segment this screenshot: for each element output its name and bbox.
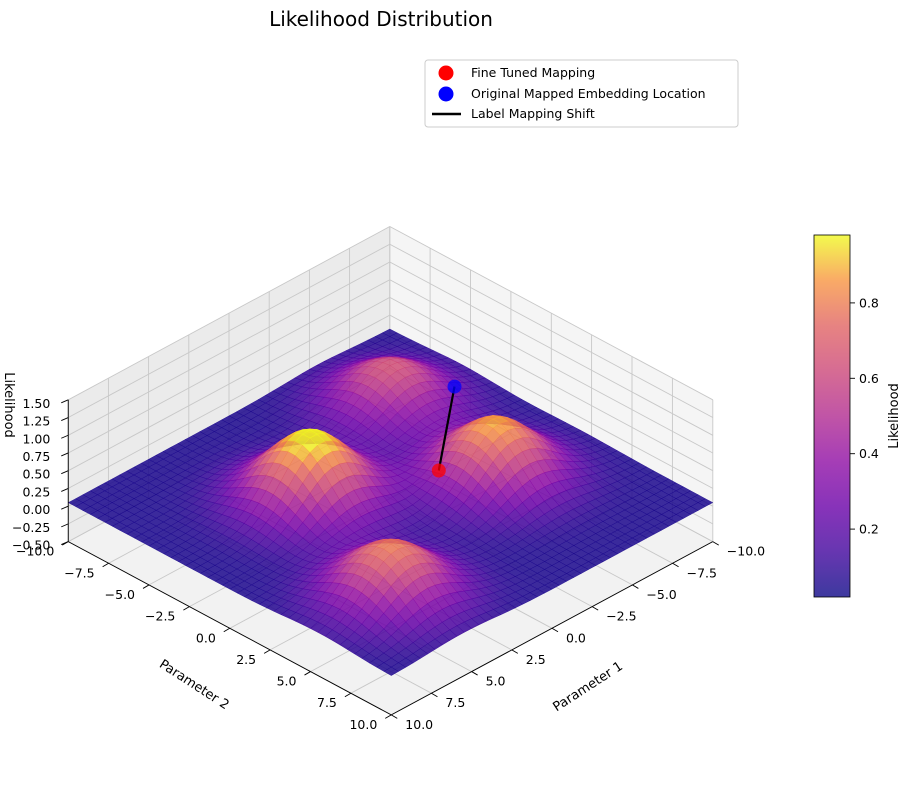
x-tick-mark: [672, 562, 679, 568]
x-tick-label: −2.5: [606, 609, 636, 624]
label-mapping-shift-line: [437, 386, 456, 471]
z-tick-label: 1.50: [22, 396, 50, 411]
x-tick-label: 0.0: [566, 630, 586, 645]
legend-frame: [424, 59, 739, 128]
z-tick-label: −0.25: [12, 520, 50, 535]
z-tick-mark: [61, 434, 69, 439]
z-tick-label: 1.00: [22, 431, 50, 446]
y-tick-label: −2.5: [145, 609, 175, 624]
y-tick-mark: [263, 649, 271, 654]
z-tick-mark: [61, 417, 69, 421]
z-tick-mark: [61, 505, 69, 510]
surface-patch: [383, 666, 399, 676]
z-tick-mark: [61, 523, 69, 528]
x-tick-label: 2.5: [526, 652, 546, 667]
legend-entry-fine-tuned: Fine Tuned Mapping: [471, 65, 595, 80]
z-tick-label: −0.50: [12, 538, 50, 553]
y-tick-label: 2.5: [236, 652, 256, 667]
legend-red-marker: [438, 65, 454, 81]
x-tick-label: 5.0: [486, 674, 506, 689]
legend-blue-marker: [438, 86, 454, 102]
legend-entry-original: Original Mapped Embedding Location: [471, 86, 706, 101]
x-tick-mark: [632, 584, 639, 589]
y-tick-label: 5.0: [277, 674, 297, 689]
original-point: [447, 379, 462, 394]
z-axis-label: Likelihood: [1, 372, 16, 438]
y-tick-mark: [344, 692, 352, 698]
x-tick-mark: [591, 606, 599, 611]
x-tick-label: −7.5: [687, 565, 717, 580]
y-tick-label: −5.0: [105, 587, 135, 602]
likelihood-surface: [67, 328, 714, 676]
z-grid-line: [68, 296, 714, 472]
z-tick-label: 0.75: [22, 449, 50, 464]
y-tick-label: 0.0: [196, 630, 216, 645]
colorbar-tick-label: 0.6: [859, 371, 879, 386]
colorbar-tick-label: 0.2: [859, 522, 879, 537]
z-grid-line: [68, 261, 714, 436]
y-tick-label: −10.0: [16, 544, 54, 559]
z-tick-label: 0.00: [22, 502, 50, 517]
z-tick-mark: [61, 470, 69, 475]
fine-tuned-point: [431, 463, 446, 478]
y-tick-label: 10.0: [349, 717, 377, 732]
legend: Fine Tuned Mapping Original Mapped Embed…: [424, 59, 739, 128]
z-tick-label: 1.25: [22, 414, 50, 429]
x-tick-mark: [712, 541, 719, 546]
z-tick-mark: [61, 541, 69, 546]
x-tick-label: −5.0: [646, 587, 676, 602]
markers: [431, 379, 462, 478]
z-tick-label: 0.50: [22, 467, 50, 482]
y-tick-label: −7.5: [64, 565, 94, 580]
z-grid-line: [68, 243, 714, 418]
x-tick-label: 10.0: [405, 717, 433, 732]
x-tick-mark: [551, 627, 559, 633]
legend-entry-shift: Label Mapping Shift: [471, 106, 595, 121]
y-tick-label: 7.5: [317, 695, 337, 710]
chart-title: Likelihood Distribution: [269, 7, 493, 31]
colorbar-frame: [813, 234, 851, 598]
y-tick-mark: [142, 584, 150, 589]
z-tick-mark: [61, 452, 69, 457]
z-tick-mark: [61, 399, 69, 404]
y-tick-mark: [385, 714, 392, 719]
x-tick-label: 7.5: [445, 695, 465, 710]
x-tick-mark: [471, 671, 478, 676]
y-tick-mark: [183, 606, 190, 611]
colorbar-gradient: [814, 235, 850, 597]
z-grid-line: [68, 279, 714, 454]
x-tick-label: −10.0: [727, 544, 765, 559]
colorbar-ticks: 0.2 0.4 0.6 0.8: [850, 295, 879, 537]
x-tick-mark: [391, 714, 398, 719]
x-tick-mark: [511, 649, 519, 654]
colorbar-label: Likelihood: [887, 383, 902, 449]
colorbar-tick-label: 0.4: [859, 446, 879, 461]
colorbar: 0.2 0.4 0.6 0.8 Likelihood: [813, 234, 902, 598]
axes: −10.0 −7.5 −5.0 −2.5 0.0 2.5 5.0 7.5 10.0 −10.0 −7…: [12, 396, 765, 732]
z-tick-label: 0.25: [22, 484, 50, 499]
z-tick-mark: [61, 488, 69, 492]
x-tick-mark: [431, 692, 438, 698]
y-axis-label: Parameter 2: [156, 657, 231, 713]
y-tick-mark: [223, 627, 230, 633]
x-axis-label: Parameter 1: [550, 659, 625, 715]
y-tick-mark: [304, 671, 311, 676]
z-grid-line: [68, 225, 714, 401]
colorbar-tick-label: 0.8: [859, 295, 879, 310]
y-tick-mark: [102, 562, 109, 568]
z-grid-line: [68, 314, 714, 489]
